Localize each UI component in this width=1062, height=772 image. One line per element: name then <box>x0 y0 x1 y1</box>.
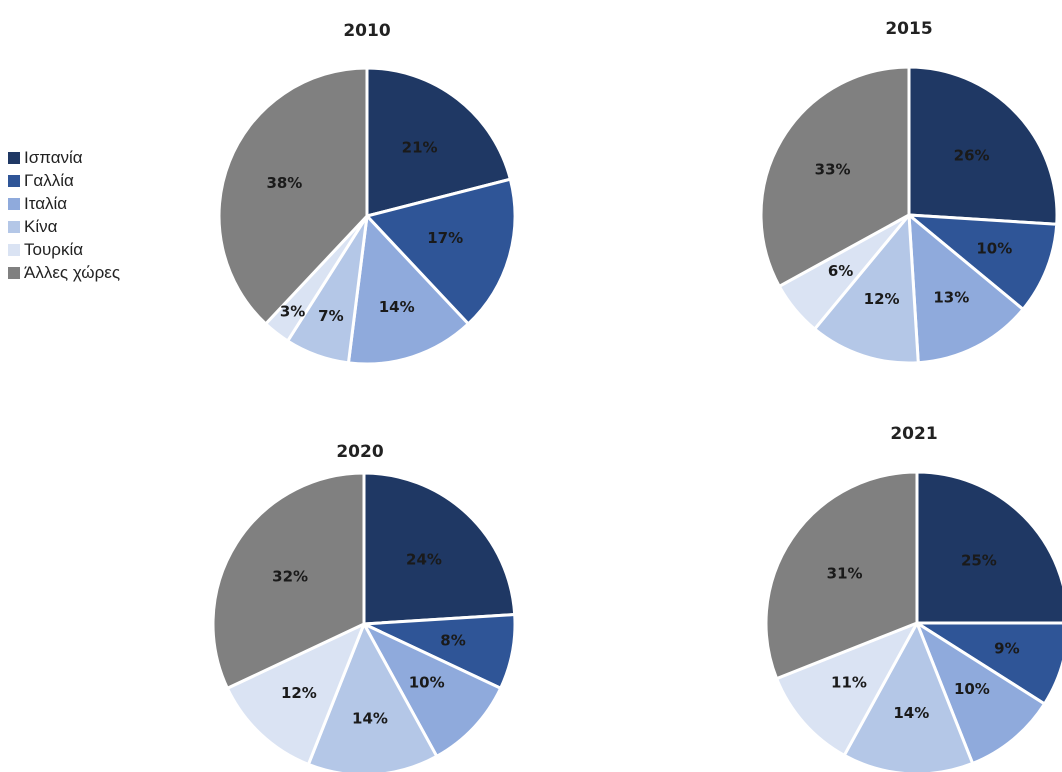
legend-swatch <box>8 266 20 279</box>
pie-slice-turkey <box>225 622 366 766</box>
pie-slice-france <box>907 213 1059 311</box>
pie-slice-spain <box>362 471 517 626</box>
pie-chart-2010: 2010 21% 17% 14% 7% 3% 38% <box>217 21 517 366</box>
legend: Ισπανία Γαλλία Ιταλία Κίνα Τουρκία Άλλες… <box>8 146 120 284</box>
pie-slice-spain <box>907 65 1059 226</box>
legend-item-china: Κίνα <box>8 215 120 238</box>
data-label-france: 8% <box>440 632 465 650</box>
legend-label: Τουρκία <box>24 239 84 259</box>
data-label-italy: 13% <box>933 289 969 307</box>
data-label-france: 10% <box>976 239 1012 257</box>
legend-swatch <box>8 151 20 164</box>
chart-title: 2020 <box>336 442 383 462</box>
pie-slice-other <box>759 65 911 288</box>
data-label-china: 12% <box>864 290 900 308</box>
data-label-turkey: 12% <box>281 684 317 702</box>
legend-item-other: Άλλες χώρες <box>8 261 120 284</box>
legend-swatch <box>8 243 20 256</box>
data-label-france: 9% <box>994 640 1019 658</box>
pie-slice-italy <box>362 622 503 758</box>
data-label-turkey: 11% <box>831 673 867 691</box>
pie-slice-china <box>306 622 439 772</box>
pie-chart-2021: 2021 25% 9% 10% 14% 11% 31% <box>764 424 1062 772</box>
pie-slice-other <box>764 470 919 681</box>
legend-item-spain: Ισπανία <box>8 146 120 169</box>
legend-item-france: Γαλλία <box>8 169 120 192</box>
legend-item-turkey: Τουρκία <box>8 238 120 261</box>
data-label-other: 33% <box>815 160 851 178</box>
chart-title: 2021 <box>890 424 937 444</box>
pie-slice-spain <box>915 470 1062 625</box>
data-label-spain: 26% <box>954 147 990 165</box>
pie-slice-spain <box>365 66 512 218</box>
pie-slice-italy <box>346 214 470 366</box>
pie-slice-china <box>842 621 975 772</box>
data-label-turkey: 6% <box>828 262 853 280</box>
data-label-italy: 14% <box>379 298 415 316</box>
chart-title: 2015 <box>885 19 932 39</box>
legend-swatch <box>8 174 20 187</box>
pie-slice-china <box>813 213 920 365</box>
pie-slice-italy <box>907 213 1025 365</box>
legend-label: Άλλες χώρες <box>24 262 121 282</box>
chart-title: 2010 <box>343 21 390 41</box>
pie-chart-2015: 2015 26% 10% 13% 12% 6% 33% <box>759 19 1059 365</box>
legend-label: Γαλλία <box>24 170 74 190</box>
legend-label: Ιταλία <box>24 193 68 213</box>
data-label-italy: 10% <box>409 673 445 691</box>
pie-slice-france <box>365 177 517 326</box>
data-label-turkey: 3% <box>280 302 305 320</box>
data-label-france: 17% <box>427 229 463 247</box>
pie-slice-turkey <box>775 621 919 757</box>
data-label-other: 31% <box>827 564 863 582</box>
data-label-china: 14% <box>893 704 929 722</box>
data-label-spain: 24% <box>406 551 442 569</box>
legend-label: Ισπανία <box>24 147 83 167</box>
legend-swatch <box>8 197 20 210</box>
legend-item-italy: Ιταλία <box>8 192 120 215</box>
data-label-spain: 21% <box>402 139 438 157</box>
legend-label: Κίνα <box>24 216 58 236</box>
pie-slice-other <box>211 471 366 690</box>
legend-swatch <box>8 220 20 233</box>
pie-slice-italy <box>915 621 1046 765</box>
pie-slice-other <box>217 66 369 326</box>
pie-chart-2020: 2020 24% 8% 10% 14% 12% 32% <box>211 442 517 772</box>
data-label-china: 14% <box>352 709 388 727</box>
data-label-spain: 25% <box>961 552 997 570</box>
data-label-china: 7% <box>318 307 343 325</box>
data-label-other: 38% <box>266 174 302 192</box>
data-label-italy: 10% <box>954 680 990 698</box>
data-label-other: 32% <box>272 568 308 586</box>
